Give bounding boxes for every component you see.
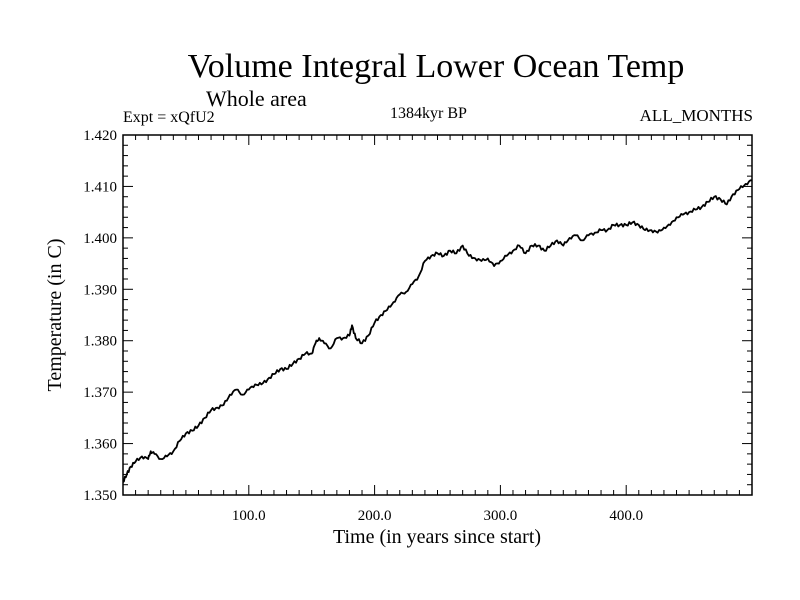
x-tick-label: 100.0 bbox=[232, 508, 266, 524]
plot-frame bbox=[122, 134, 753, 496]
y-tick-label: 1.410 bbox=[83, 179, 117, 195]
y-tick-label: 1.400 bbox=[83, 231, 117, 247]
series-line bbox=[122, 179, 752, 483]
x-tick-label: 200.0 bbox=[358, 508, 392, 524]
chart-title: Volume Integral Lower Ocean Temp bbox=[187, 48, 685, 85]
y-tick-label: 1.350 bbox=[83, 488, 117, 504]
y-tick-label: 1.390 bbox=[83, 282, 117, 298]
y-tick-label: 1.420 bbox=[83, 128, 117, 144]
expt-label: Expt = xQfU2 bbox=[123, 109, 215, 126]
x-tick-label: 400.0 bbox=[609, 508, 643, 524]
x-axis-label: Time (in years since start) bbox=[333, 526, 541, 548]
y-tick-label: 1.380 bbox=[83, 334, 117, 350]
x-axis-tick-labels: 100.0 200.0 300.0 400.0 bbox=[232, 508, 643, 524]
y-axis-label: Temperature (in C) bbox=[44, 239, 66, 392]
months-label: ALL_MONTHS bbox=[639, 106, 753, 125]
x-axis-ticks bbox=[135, 135, 740, 495]
y-tick-label: 1.360 bbox=[83, 437, 117, 453]
x-tick-label: 300.0 bbox=[484, 508, 518, 524]
y-axis-tick-labels: 1.350 1.360 1.370 1.380 1.390 1.400 1.410 1.420 bbox=[83, 128, 117, 504]
y-tick-label: 1.370 bbox=[83, 385, 117, 401]
period-label: 1384kyr BP bbox=[390, 105, 467, 122]
y-axis-ticks bbox=[123, 144, 752, 486]
chart-subtitle: Whole area bbox=[206, 86, 307, 111]
